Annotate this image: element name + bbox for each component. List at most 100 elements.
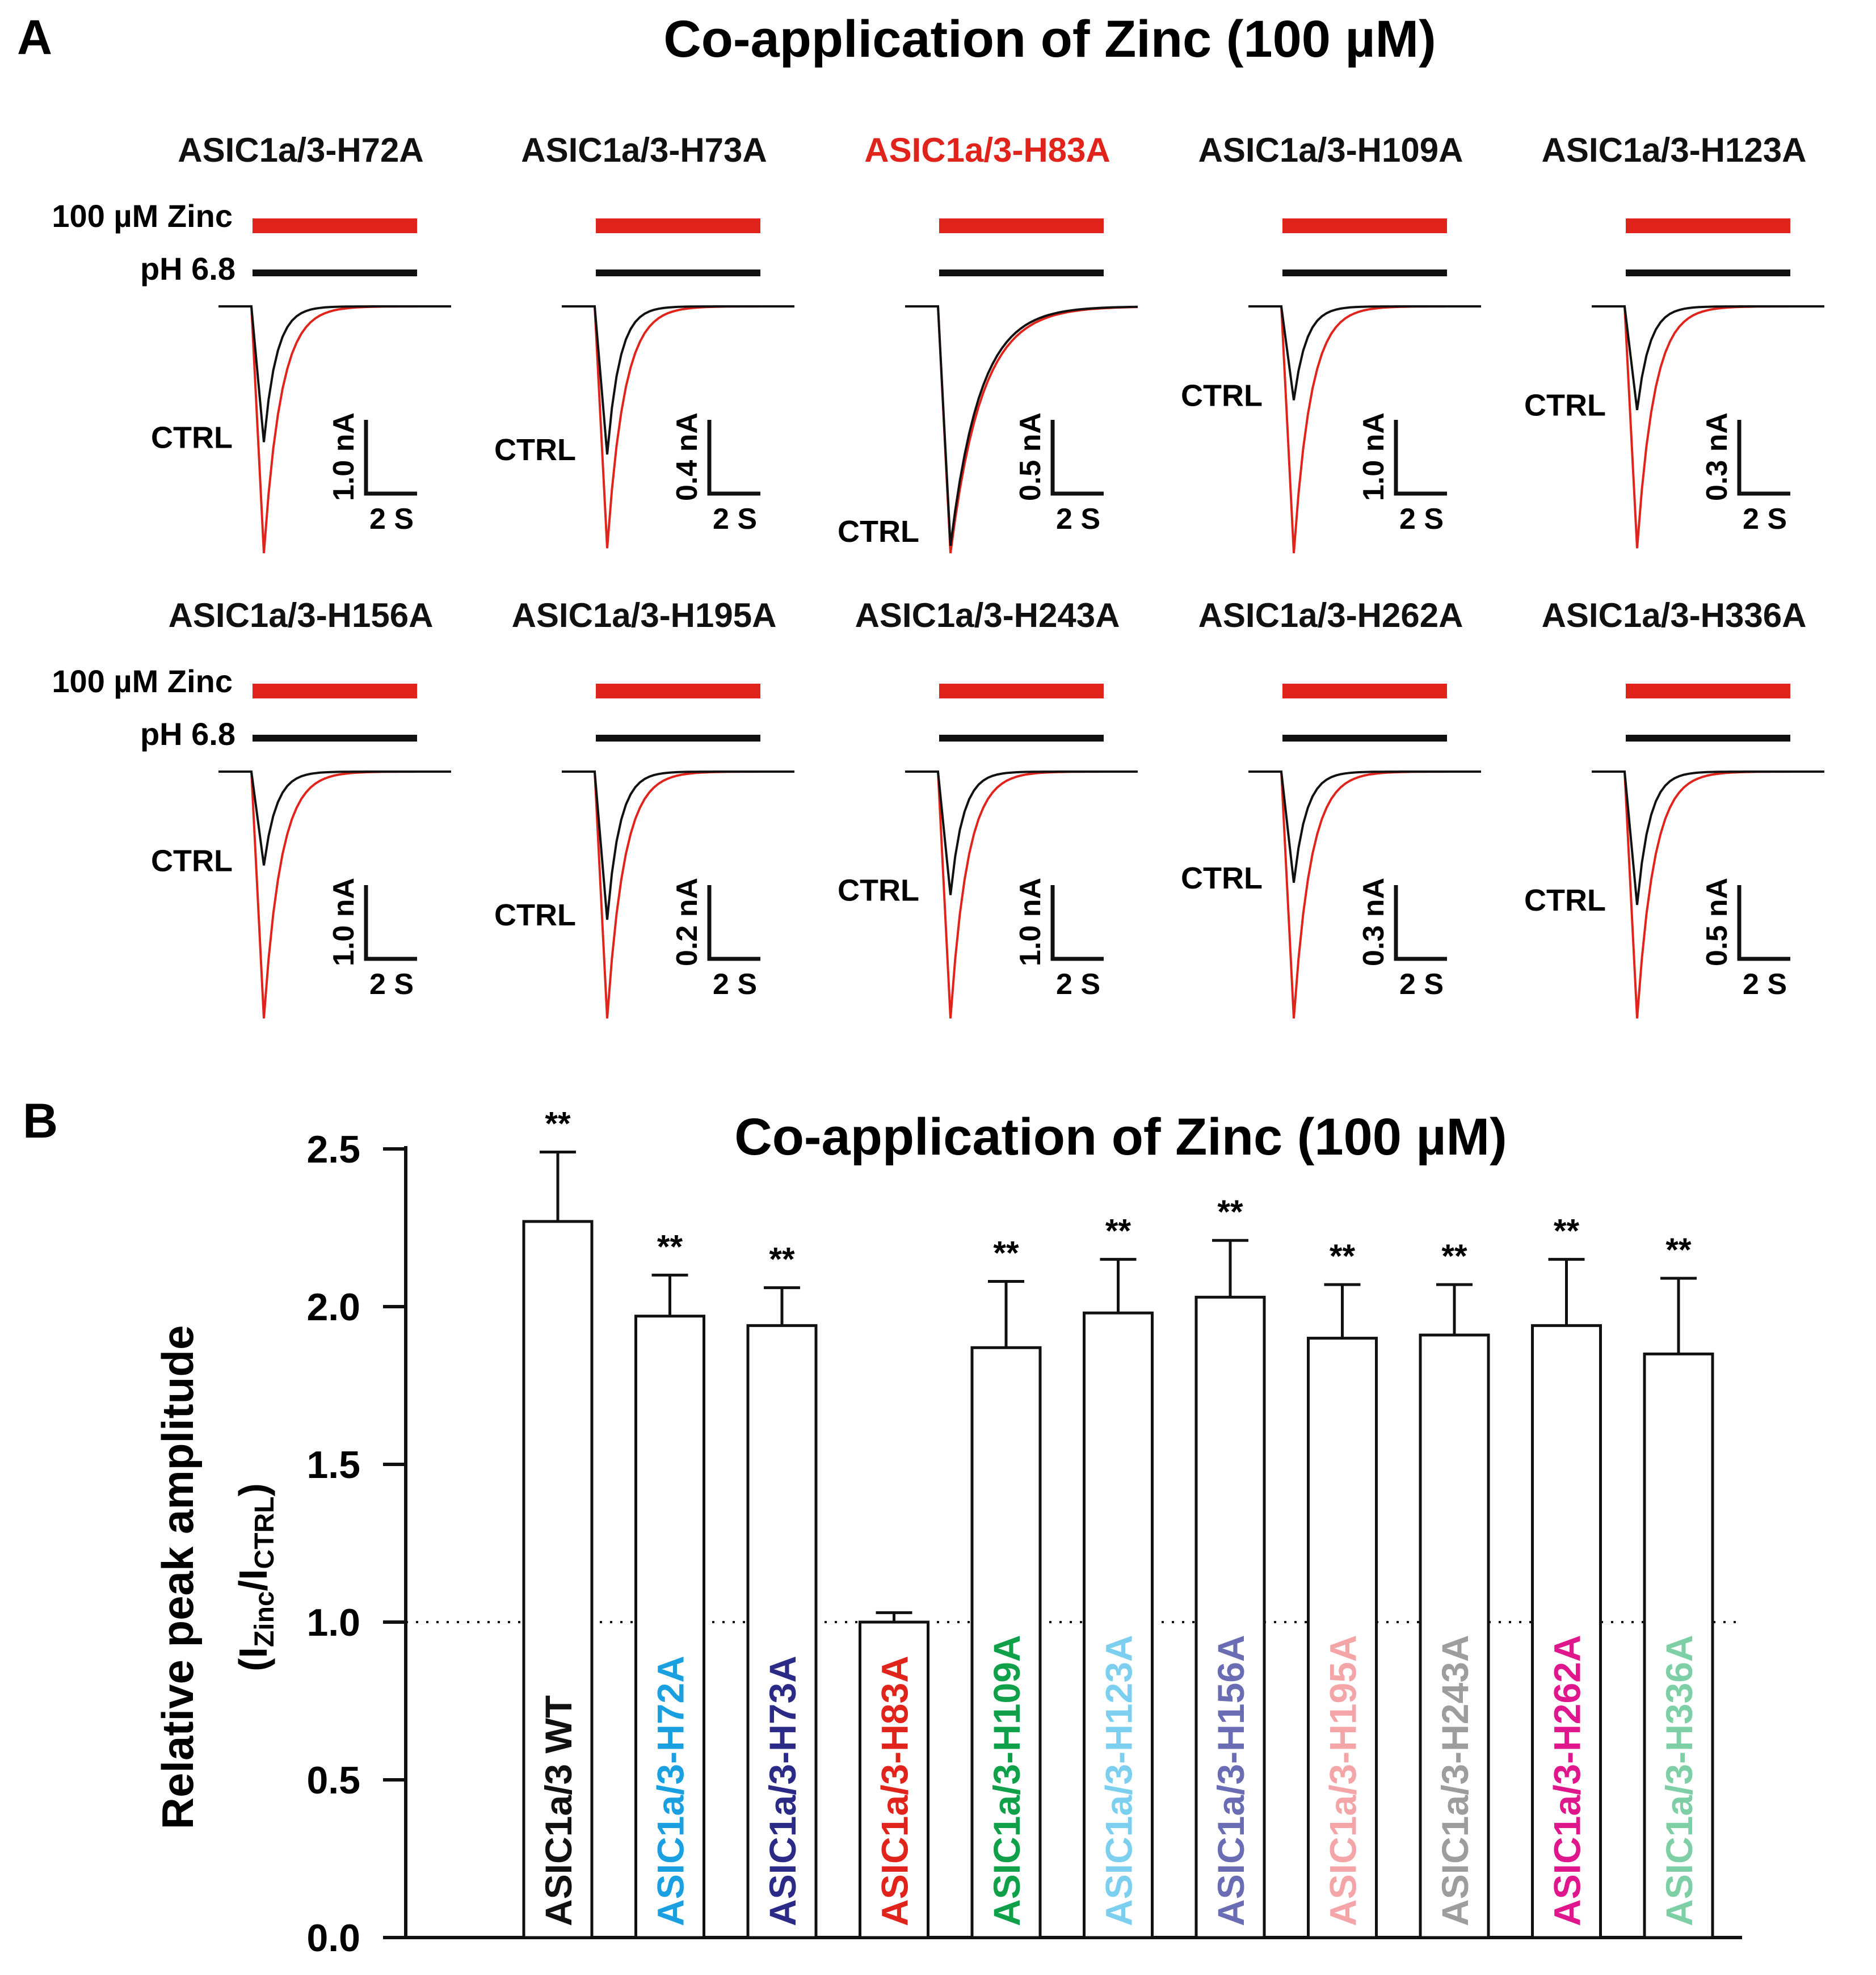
trace-title: ASIC1a/3-H262A: [1198, 596, 1463, 634]
zinc-label: 100 µM Zinc: [52, 663, 233, 699]
significance-marker: **: [1665, 1232, 1692, 1269]
ph-application-bar: [939, 735, 1104, 742]
ctrl-current-trace: [218, 305, 451, 443]
significance-marker: **: [1554, 1213, 1580, 1250]
ph-label: pH 6.8: [140, 251, 235, 287]
ctrl-label: CTRL: [1181, 378, 1263, 412]
panel-b-letter: B: [23, 1094, 58, 1148]
ph-application-bar: [253, 735, 417, 742]
bar: [1419, 1333, 1490, 1939]
panel-b-title: Co-application of Zinc (100 µM): [734, 1108, 1507, 1166]
y-tick-label: 0.0: [306, 1917, 360, 1960]
time-scale-label: 2 S: [369, 503, 414, 536]
scale-bar: [1394, 885, 1447, 961]
scale-bar: [1050, 885, 1104, 961]
y-tick-label: 2.5: [306, 1128, 360, 1171]
time-scale-label: 2 S: [713, 503, 757, 536]
x-category-label: ASIC1a/3-H336A: [1658, 1635, 1700, 1926]
trace-panel: ASIC1a/3-H72A 100 µM Zinc pH 6.8 CTRL 1.0 nA…: [52, 131, 451, 554]
scale-bar: [1737, 885, 1790, 961]
significance-marker: **: [1441, 1238, 1467, 1275]
y-tick-label: 0.5: [306, 1759, 360, 1802]
bar: [1083, 1311, 1154, 1939]
y-axis-label-ctrl: CTRL: [250, 1497, 280, 1569]
scale-bar: [707, 885, 760, 961]
zinc-application-bar: [253, 684, 417, 698]
x-category-label: ASIC1a/3 WT: [537, 1695, 579, 1926]
x-category-label: ASIC1a/3-H156A: [1210, 1635, 1252, 1926]
current-scale-label: 1.0 nA: [327, 878, 360, 966]
zinc-application-bar: [253, 218, 417, 233]
bar: [1531, 1324, 1602, 1939]
significance-marker: **: [1330, 1238, 1356, 1275]
ph-application-bar: [596, 735, 760, 742]
trace-panel: ASIC1a/3-H243A CTRL 1.0 nA 2 S: [838, 596, 1138, 1019]
y-tick-label: 1.5: [306, 1443, 360, 1486]
panel-a-letter: A: [17, 10, 52, 65]
current-scale-label: 0.3 nA: [1357, 878, 1390, 966]
scale-bar: [364, 885, 417, 961]
ctrl-label: CTRL: [151, 420, 233, 454]
time-scale-label: 2 S: [1056, 968, 1100, 1001]
ctrl-current-trace: [905, 770, 1138, 895]
current-scale-label: 1.0 nA: [1357, 412, 1390, 501]
zinc-application-bar: [1282, 218, 1447, 233]
current-scale-label: 0.5 nA: [1014, 412, 1047, 501]
zinc-application-bar: [596, 684, 760, 698]
current-scale-label: 0.3 nA: [1701, 412, 1734, 501]
ctrl-label: CTRL: [1524, 389, 1606, 423]
scale-bar: [1737, 420, 1790, 496]
trace-grid: ASIC1a/3-H72A 100 µM Zinc pH 6.8 CTRL 1.0 nA…: [52, 131, 1824, 1019]
ctrl-current-trace: [1592, 770, 1824, 906]
ctrl-current-trace: [562, 770, 794, 920]
trace-panel: ASIC1a/3-H109A CTRL 1.0 nA 2 S: [1181, 131, 1481, 554]
ctrl-label: CTRL: [494, 898, 576, 932]
bar: [522, 1220, 594, 1939]
time-scale-label: 2 S: [1399, 503, 1444, 536]
zinc-application-bar: [1626, 684, 1790, 698]
x-category-label: ASIC1a/3-H72A: [650, 1656, 692, 1926]
trace-panel: ASIC1a/3-H262A CTRL 0.3 nA 2 S: [1181, 596, 1481, 1019]
current-scale-label: 0.2 nA: [671, 878, 704, 966]
zinc-application-bar: [939, 684, 1104, 698]
y-axis-label-close: ): [231, 1483, 275, 1496]
bar: [859, 1620, 929, 1939]
y-tick-label: 2.0: [306, 1286, 360, 1329]
time-scale-label: 2 S: [1743, 968, 1787, 1001]
zinc-application-bar: [939, 218, 1104, 233]
ctrl-current-trace: [1248, 770, 1481, 883]
ph-application-bar: [1282, 269, 1447, 276]
trace-title: ASIC1a/3-H243A: [855, 596, 1120, 634]
ctrl-label: CTRL: [838, 515, 919, 549]
trace-panel: ASIC1a/3-H73A CTRL 0.4 nA 2 S: [494, 131, 794, 549]
time-scale-label: 2 S: [1056, 503, 1100, 536]
ctrl-label: CTRL: [838, 874, 919, 908]
zinc-application-bar: [1626, 218, 1790, 233]
ctrl-label: CTRL: [151, 844, 233, 878]
ph-application-bar: [939, 269, 1104, 276]
zinc-application-bar: [596, 218, 760, 233]
current-scale-label: 0.5 nA: [1701, 878, 1734, 966]
ph-application-bar: [1626, 269, 1790, 276]
ph-label: pH 6.8: [140, 716, 235, 752]
significance-marker: **: [1105, 1213, 1132, 1250]
y-axis-label-zinc: Zinc: [250, 1591, 280, 1647]
current-scale-label: 0.4 nA: [671, 412, 704, 501]
time-scale-label: 2 S: [1743, 503, 1787, 536]
trace-title: ASIC1a/3-H83A: [864, 131, 1111, 169]
ctrl-current-trace: [218, 770, 451, 866]
zinc-application-bar: [1282, 684, 1447, 698]
ph-application-bar: [1626, 735, 1790, 742]
trace-panel: ASIC1a/3-H336A CTRL 0.5 nA 2 S: [1524, 596, 1824, 1019]
bar: [1643, 1352, 1714, 1939]
significance-marker: **: [1217, 1194, 1243, 1231]
bar-chart: 0.0 0.5 1.0 1.5 2.0 2.5 ** ASIC1a/3 WT ** ASIC1a/…: [306, 1106, 1742, 1960]
x-category-label: ASIC1a/3-H262A: [1546, 1635, 1588, 1926]
ctrl-label: CTRL: [1524, 883, 1606, 917]
x-category-label: ASIC1a/3-H109A: [986, 1635, 1028, 1926]
significance-marker: **: [993, 1235, 1019, 1272]
y-axis-label-open: (I: [231, 1647, 275, 1671]
y-axis-label-ratio: (IZinc/ICTRL): [231, 1483, 280, 1671]
current-scale-label: 1.0 nA: [1014, 878, 1047, 966]
y-tick-label: 1.0: [306, 1601, 360, 1644]
